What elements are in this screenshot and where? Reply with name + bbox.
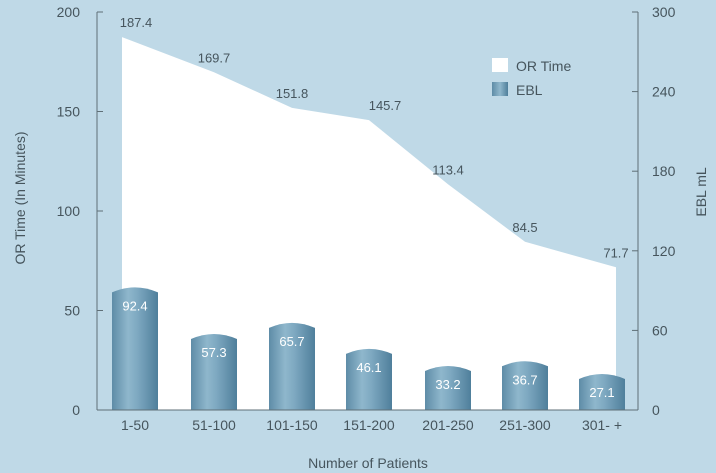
y-tick-label-1: 50 (64, 303, 80, 319)
legend-or-time-swatch (492, 58, 508, 72)
ebl-bar-2 (269, 322, 315, 410)
y-tick-label-2: 100 (57, 203, 81, 219)
legend: OR Time EBL (492, 58, 571, 98)
y2-tick-label-4: 240 (652, 84, 676, 100)
legend-ebl-swatch (492, 82, 508, 96)
y2-axis-title: EBL mL (693, 167, 709, 216)
ebl-bar-label-6: 27.1 (589, 385, 614, 400)
ebl-bar-1 (191, 333, 237, 410)
or-time-label-0: 187.4 (120, 15, 153, 30)
legend-or-time-label: OR Time (516, 58, 571, 74)
ebl-bar-4 (425, 365, 471, 410)
or-time-label-2: 151.8 (276, 86, 309, 101)
or-time-label-6: 71.7 (603, 245, 628, 260)
y2-tick-label-0: 0 (652, 402, 660, 418)
or-time-label-5: 84.5 (512, 220, 537, 235)
x-tick-label-2: 101-150 (266, 417, 318, 433)
ebl-bar-body-1 (191, 333, 237, 410)
x-tick-label-4: 201-250 (422, 417, 474, 433)
y-tick-label-4: 200 (57, 4, 81, 20)
legend-ebl-label: EBL (516, 82, 543, 98)
or-time-area (122, 37, 616, 410)
ebl-bar-label-2: 65.7 (279, 334, 304, 349)
y-tick-label-3: 150 (57, 104, 81, 120)
labels-layer: 187.4 169.7 151.8 145.7 113.4 84.5 71.7 92.4 57.… (57, 4, 676, 433)
ebl-bar-body-3 (346, 348, 392, 410)
ebl-bar-label-4: 33.2 (435, 377, 460, 392)
x-tick-label-5: 251-300 (499, 417, 551, 433)
y2-tick-label-5: 300 (652, 4, 676, 20)
or-time-label-3: 145.7 (369, 98, 402, 113)
ebl-bar-body-0 (112, 287, 158, 410)
ebl-bar-body-6 (579, 374, 625, 410)
or-time-label-1: 169.7 (198, 50, 231, 65)
ebl-bar-3 (346, 348, 392, 410)
y2-tick-label-1: 60 (652, 322, 668, 338)
x-tick-label-6: 301- + (582, 417, 622, 433)
x-tick-label-3: 151-200 (343, 417, 395, 433)
ebl-bar-body-5 (502, 361, 548, 410)
or-time-label-4: 113.4 (432, 162, 464, 177)
ebl-bar-label-5: 36.7 (512, 372, 537, 387)
y-tick-label-0: 0 (72, 402, 80, 418)
x-axis-title: Number of Patients (308, 455, 428, 471)
axes-layer (96, 11, 639, 411)
ebl-bar-0 (112, 287, 158, 410)
y2-tick-label-3: 180 (652, 163, 676, 179)
ebl-bars-layer (112, 287, 625, 410)
or-time-area-layer (122, 37, 616, 410)
ebl-bar-body-2 (269, 322, 315, 410)
y2-tick-label-2: 120 (652, 243, 676, 259)
ebl-bar-label-3: 46.1 (356, 360, 381, 375)
ebl-bar-label-0: 92.4 (122, 298, 147, 313)
ebl-bar-6 (579, 374, 625, 410)
x-tick-label-0: 1-50 (121, 417, 149, 433)
x-tick-label-1: 51-100 (192, 417, 236, 433)
ebl-bar-body-4 (425, 365, 471, 410)
ebl-bar-label-1: 57.3 (201, 345, 226, 360)
y-axis-title: OR Time (In Minutes) (12, 131, 28, 264)
ebl-bar-5 (502, 361, 548, 410)
